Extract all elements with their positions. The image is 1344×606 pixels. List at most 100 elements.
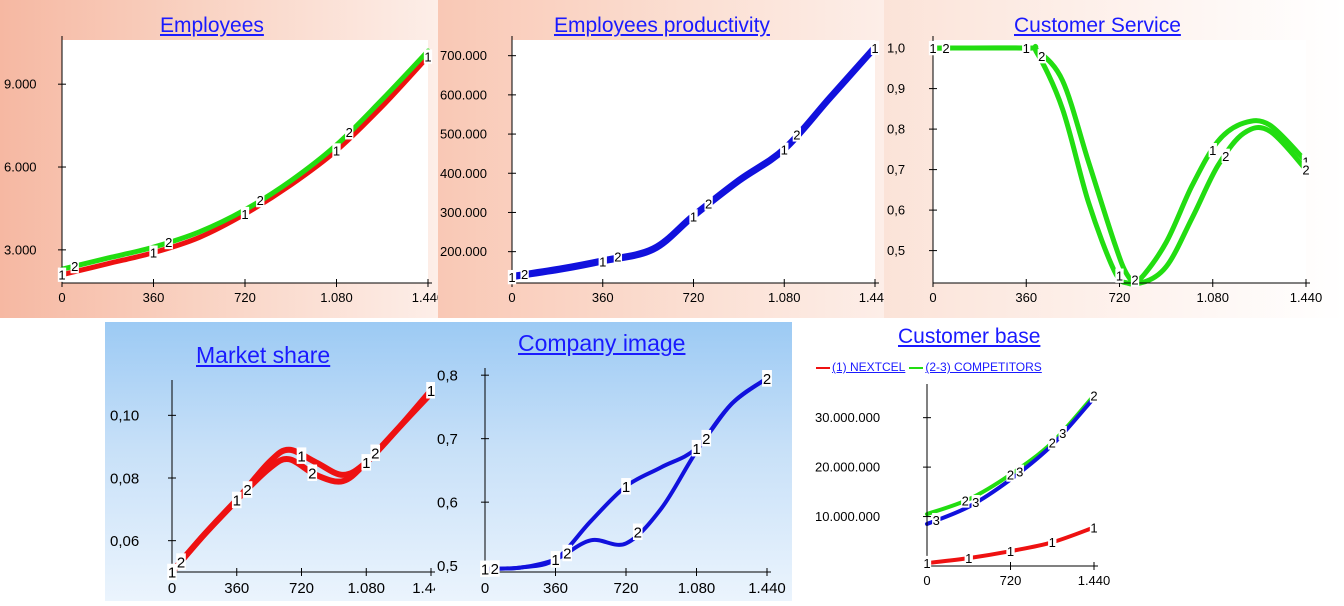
series-marker-label: 1	[923, 556, 930, 571]
plot-area	[933, 40, 1306, 283]
chart-customer-service: 0 360 720 1.080 1.440 0,5 0,6 0,7 0,8 0,9 1,0 1 1 1 1 1…	[887, 36, 1323, 305]
chart-title[interactable]: Employees productivity	[554, 14, 770, 37]
series-marker-bg	[1058, 425, 1067, 441]
chart-customer-base: 0 720 1.440 10.000.000 20.000.000 30.000.000 1…	[815, 384, 1111, 588]
series-marker-label: 1	[424, 50, 431, 65]
series-marker-bg	[780, 142, 789, 157]
series-marker-label: 3	[1059, 426, 1066, 441]
series-marker-bg	[164, 234, 173, 250]
series-marker-bg	[621, 478, 631, 495]
x-tick-label: 360	[1015, 290, 1037, 305]
series-marker-label: 1	[297, 448, 305, 465]
x-tick-label: 1.080	[320, 290, 353, 305]
panel-productivity: Employees productivity 0 360 720 1.080 1.440…	[438, 0, 891, 318]
series-marker-bg	[1115, 268, 1124, 283]
series-marker-bg	[70, 258, 79, 274]
series-marker-label: 1	[362, 455, 370, 472]
panel-market-share: Market share 0 360 720 1.080 1.440 0,06 0,08 0,…	[105, 322, 450, 601]
series-marker-bg	[971, 494, 980, 510]
series-marker-bg	[1006, 544, 1015, 559]
y-tick-label: 0,06	[110, 533, 139, 550]
plot-area	[512, 40, 875, 283]
series-marker-label: 1	[965, 551, 972, 566]
series-marker-label: 1	[241, 207, 248, 222]
series-marker-label: 1	[1007, 544, 1014, 559]
panel-company-image: Company image 0 360 720 1.080 1.440 0,5 0,6 0,7…	[435, 322, 792, 601]
x-tick-label: 360	[592, 290, 614, 305]
legend-swatch-green	[909, 366, 924, 369]
series-marker-label: 2	[308, 465, 316, 482]
series-marker-label: 1	[333, 143, 340, 158]
x-tick-label: 720	[1000, 573, 1022, 588]
x-tick-label: 1.440	[1290, 290, 1323, 305]
chart-title[interactable]: Customer base	[898, 325, 1041, 348]
series-marker-bg	[240, 206, 250, 222]
y-tick-label: 700.000	[440, 48, 487, 63]
series-line-1	[483, 376, 769, 571]
series-marker-label: 2	[962, 493, 969, 508]
series-marker-label: 1	[690, 209, 697, 224]
panel-customer-service: Customer Service 0 360 720 1.080 1.440 0,5 0,6…	[884, 0, 1344, 318]
series-marker-label: 2	[257, 193, 264, 208]
chart-title[interactable]: Market share	[196, 342, 331, 368]
series-line-2	[483, 376, 769, 571]
chart-title[interactable]: Company image	[518, 330, 686, 356]
x-tick-label: 0	[923, 573, 930, 588]
series-marker-label: 2	[793, 127, 800, 142]
y-tick-label: 0,7	[437, 431, 458, 448]
y-tick-label: 0,7	[887, 162, 905, 177]
series-line-2	[930, 44, 1309, 286]
series-line-1	[169, 387, 434, 575]
series-marker-bg	[1130, 272, 1140, 287]
series-marker-label: 2	[763, 371, 771, 388]
chart-legend: (1) NEXTCEL (2-3) COMPETITORS	[816, 360, 1042, 374]
series-marker-label: 1	[551, 552, 559, 569]
x-tick-label: 1.080	[1196, 290, 1229, 305]
series-marker-bg	[1037, 49, 1046, 64]
chart-title[interactable]: Customer Service	[1014, 14, 1181, 37]
x-tick-label: 720	[289, 580, 314, 597]
y-tick-label: 9.000	[4, 77, 37, 92]
y-tick-label: 1,0	[887, 41, 905, 56]
series-marker-bg	[964, 550, 973, 566]
series-marker-label: 2	[705, 196, 712, 211]
series-marker-bg	[1089, 520, 1099, 535]
y-tick-label: 600.000	[440, 87, 487, 102]
x-tick-label: 1.440	[412, 580, 435, 597]
legend-entry-nextcel: (1) NEXTCEL	[832, 360, 906, 374]
series-marker-bg	[176, 553, 186, 570]
series-marker-label: 1	[233, 493, 241, 510]
series-marker-label: 2	[1302, 163, 1309, 178]
series-marker-bg	[691, 439, 702, 457]
y-tick-label: 3.000	[4, 242, 37, 257]
y-tick-label: 0,6	[887, 203, 905, 218]
y-tick-label: 6.000	[4, 160, 37, 175]
series-marker-bg	[762, 370, 772, 387]
series-marker-bg	[701, 429, 712, 447]
series-line-2	[169, 390, 434, 575]
series-marker-bg	[632, 523, 643, 541]
x-tick-label: 360	[543, 580, 568, 597]
series-marker-label: 2	[371, 445, 379, 462]
x-tick-label: 0	[508, 290, 515, 305]
series-marker-label: 1	[599, 254, 606, 269]
x-tick-label: 1.440	[1078, 573, 1111, 588]
series-marker-bg	[167, 563, 177, 581]
series-marker-label: 2	[942, 41, 949, 56]
series-marker-bg	[520, 266, 529, 282]
y-tick-label: 300.000	[440, 205, 487, 220]
legend-swatch-red	[816, 366, 830, 369]
y-tick-label: 0,6	[437, 494, 458, 511]
series-marker-bg	[562, 544, 573, 562]
chart-productivity: 0 360 720 1.080 1.440 200.000 300.000 400.000 50…	[440, 36, 891, 305]
series-marker-label: 2	[634, 524, 642, 541]
series-marker-bg	[332, 143, 341, 158]
series-marker-bg	[296, 447, 307, 464]
series-marker-label: 2	[165, 235, 172, 250]
series-marker-bg	[242, 481, 253, 498]
series-marker-label: 1	[168, 565, 176, 582]
series-marker-label: 1	[508, 270, 515, 285]
series-marker-label: 2	[177, 554, 185, 571]
series-marker-label: 1	[929, 41, 936, 56]
chart-title[interactable]: Employees	[160, 14, 264, 37]
